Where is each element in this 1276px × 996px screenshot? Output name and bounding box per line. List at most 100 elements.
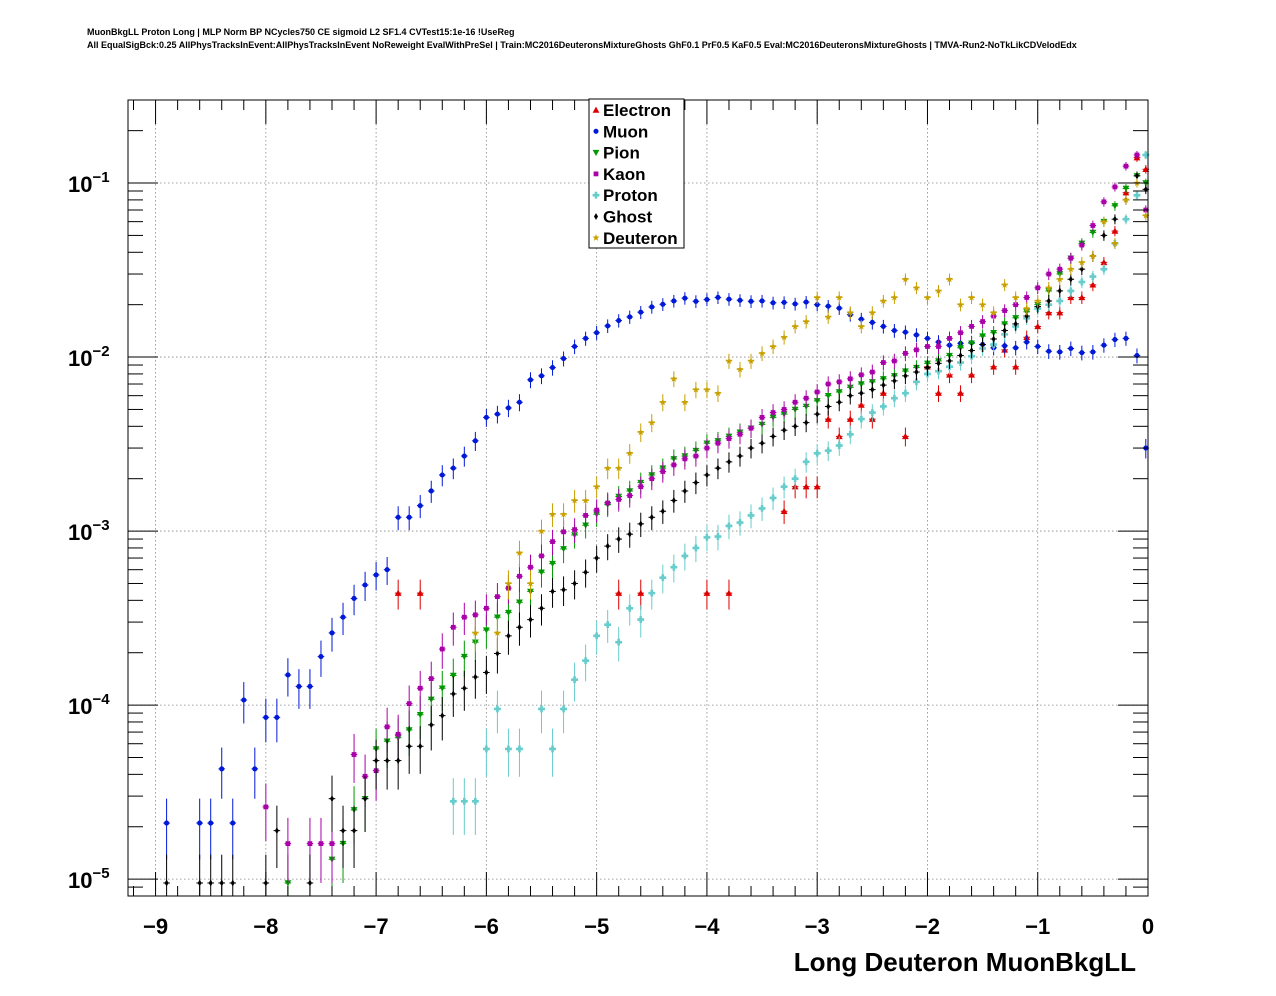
data-point bbox=[438, 685, 446, 692]
series-ghost bbox=[163, 171, 1150, 896]
data-point bbox=[616, 497, 622, 502]
legend-label: Deuteron bbox=[603, 229, 678, 248]
data-point bbox=[451, 690, 456, 698]
x-tick-label: −1 bbox=[1025, 914, 1050, 939]
data-point bbox=[406, 514, 412, 520]
data-point bbox=[615, 638, 623, 646]
data-point bbox=[825, 381, 831, 387]
data-point bbox=[902, 389, 909, 397]
data-point bbox=[835, 442, 843, 449]
data-point bbox=[847, 376, 853, 382]
data-point bbox=[936, 359, 941, 367]
data-point bbox=[638, 309, 644, 315]
data-point bbox=[725, 522, 733, 530]
data-point bbox=[857, 401, 865, 408]
data-point bbox=[912, 284, 920, 291]
data-point bbox=[813, 293, 821, 301]
data-point bbox=[1134, 172, 1140, 180]
data-point bbox=[1079, 350, 1085, 356]
data-point bbox=[395, 514, 401, 520]
legend-label: Pion bbox=[603, 144, 640, 163]
data-point bbox=[263, 714, 269, 720]
data-point bbox=[649, 513, 654, 521]
data-point bbox=[241, 697, 247, 703]
data-point bbox=[561, 586, 566, 594]
data-point bbox=[1057, 349, 1063, 355]
data-point bbox=[284, 880, 292, 887]
data-point bbox=[825, 303, 831, 309]
data-point bbox=[418, 742, 423, 750]
data-point bbox=[671, 462, 677, 468]
data-point bbox=[549, 745, 556, 753]
data-point bbox=[1100, 258, 1108, 266]
data-point bbox=[758, 505, 766, 512]
data-point bbox=[792, 301, 798, 307]
data-point bbox=[890, 293, 898, 301]
data-point bbox=[958, 330, 963, 336]
x-tick-label: −4 bbox=[694, 914, 720, 939]
data-point bbox=[803, 395, 809, 401]
data-point bbox=[781, 299, 787, 305]
data-point bbox=[407, 742, 412, 750]
data-point bbox=[1002, 343, 1008, 349]
data-point bbox=[869, 319, 875, 326]
data-point bbox=[704, 471, 709, 479]
data-point bbox=[990, 308, 998, 316]
data-point bbox=[1056, 309, 1064, 316]
data-point bbox=[1001, 281, 1009, 288]
data-point bbox=[692, 385, 700, 393]
y-tick-label: 10−3 bbox=[68, 517, 110, 545]
data-point bbox=[859, 389, 864, 397]
data-point bbox=[1002, 327, 1007, 334]
data-point bbox=[835, 389, 843, 396]
data-point bbox=[1123, 335, 1129, 341]
data-point bbox=[814, 302, 820, 308]
data-point bbox=[460, 653, 468, 660]
data-point bbox=[1067, 265, 1075, 273]
data-point bbox=[1067, 287, 1075, 295]
data-point bbox=[285, 841, 291, 846]
data-point bbox=[362, 582, 368, 588]
data-point bbox=[671, 298, 677, 304]
legend-marker bbox=[592, 149, 600, 156]
data-point bbox=[1056, 297, 1064, 305]
data-point bbox=[1024, 295, 1030, 300]
data-point bbox=[363, 795, 368, 803]
data-point bbox=[517, 573, 522, 579]
data-point bbox=[670, 375, 678, 382]
data-point bbox=[681, 398, 689, 406]
data-point bbox=[879, 297, 887, 305]
data-point bbox=[914, 347, 919, 353]
data-point bbox=[814, 389, 820, 395]
data-point bbox=[903, 350, 908, 356]
data-point bbox=[373, 572, 379, 578]
data-point bbox=[539, 604, 544, 612]
data-point bbox=[1078, 294, 1086, 301]
data-point bbox=[460, 797, 468, 805]
data-point bbox=[230, 879, 235, 887]
data-point bbox=[660, 301, 666, 307]
data-point bbox=[318, 654, 324, 660]
data-point bbox=[857, 415, 865, 423]
data-point bbox=[835, 433, 843, 440]
data-point bbox=[714, 389, 722, 397]
data-point bbox=[504, 579, 512, 587]
data-point bbox=[957, 389, 964, 396]
data-point bbox=[627, 314, 633, 320]
data-point bbox=[472, 612, 478, 618]
data-point bbox=[770, 300, 776, 306]
data-point bbox=[583, 513, 589, 518]
data-point bbox=[527, 377, 534, 383]
data-point bbox=[925, 344, 930, 349]
data-point bbox=[858, 316, 864, 322]
data-point bbox=[1101, 199, 1107, 205]
data-point bbox=[1111, 227, 1119, 234]
data-point bbox=[605, 542, 610, 550]
data-point bbox=[1079, 265, 1084, 273]
data-point bbox=[384, 567, 390, 573]
data-point bbox=[726, 436, 732, 441]
data-point bbox=[737, 431, 743, 437]
data-point bbox=[980, 319, 985, 324]
data-point bbox=[384, 724, 390, 730]
data-point bbox=[1078, 278, 1086, 286]
